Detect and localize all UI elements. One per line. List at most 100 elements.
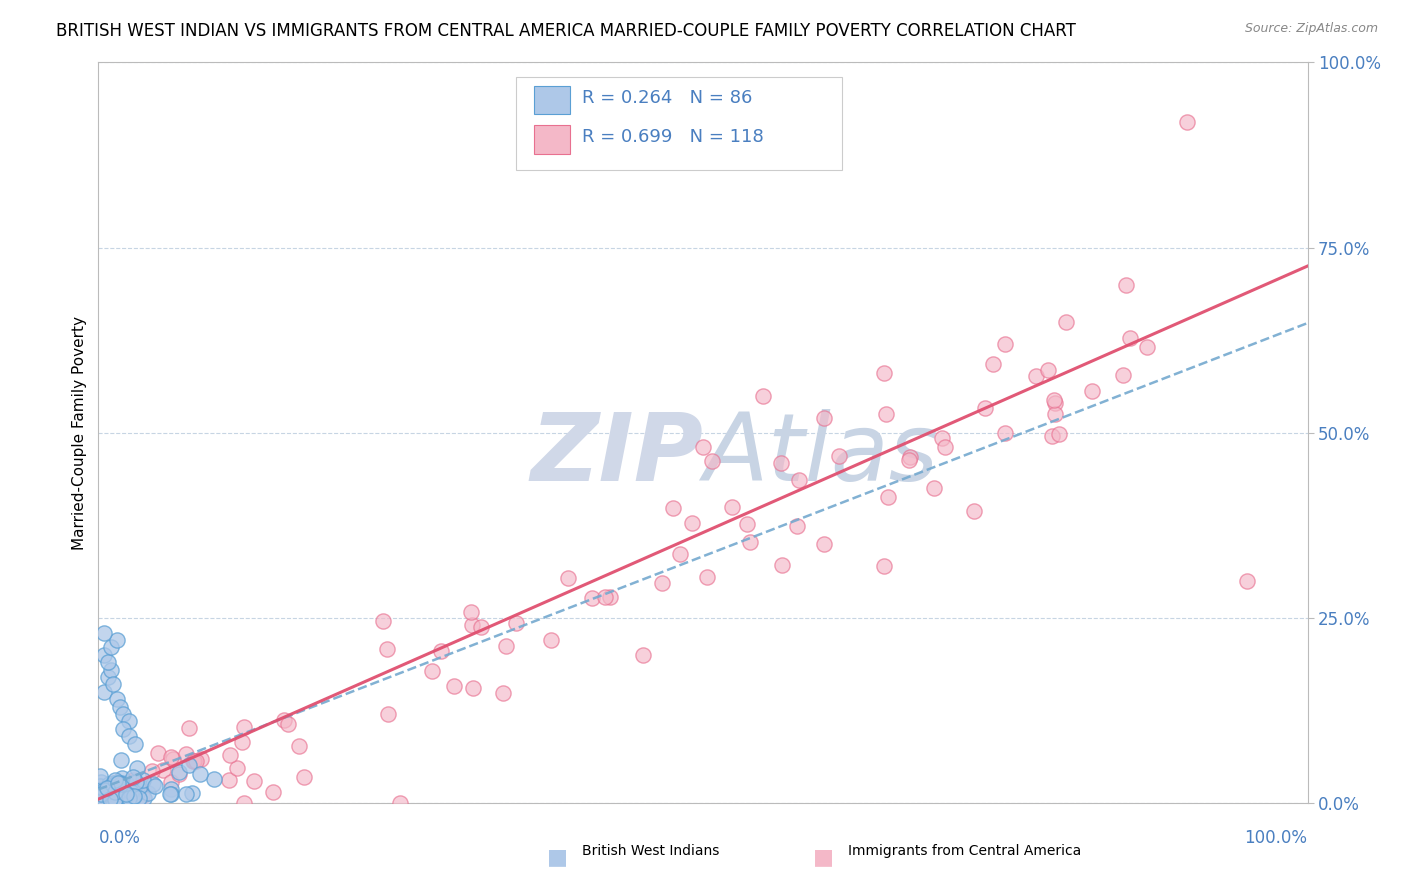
Point: [100, 663, 122, 677]
Point: [375, 642, 398, 657]
Point: [1054, 314, 1077, 328]
Point: [160, 787, 183, 801]
Point: [1136, 340, 1159, 354]
Point: [104, 791, 127, 805]
Point: [131, 773, 153, 788]
Point: [430, 644, 453, 658]
Point: [90, 775, 112, 789]
Point: [110, 777, 132, 791]
Point: [994, 425, 1017, 440]
Point: [87, 786, 110, 800]
Point: [232, 796, 254, 810]
Point: [692, 441, 714, 455]
Point: [105, 788, 128, 802]
Point: [120, 774, 142, 789]
Point: [963, 504, 986, 518]
Point: [994, 336, 1017, 351]
Point: [98, 786, 121, 800]
Point: [167, 767, 190, 781]
Point: [1080, 384, 1102, 399]
Point: [100, 794, 122, 808]
Point: [89, 789, 111, 804]
Point: [162, 752, 184, 766]
Point: [111, 787, 134, 801]
Point: [787, 474, 810, 488]
Point: [225, 761, 247, 775]
Point: [188, 767, 211, 781]
Point: [105, 774, 128, 789]
Point: [277, 716, 299, 731]
FancyBboxPatch shape: [534, 126, 569, 153]
Point: [377, 706, 399, 721]
Point: [107, 776, 129, 790]
Point: [142, 777, 165, 791]
Point: [128, 783, 150, 797]
Point: [696, 569, 718, 583]
Point: [934, 441, 956, 455]
Point: [813, 410, 835, 425]
Point: [813, 536, 835, 550]
Point: [505, 616, 527, 631]
Point: [738, 535, 761, 549]
Point: [1119, 331, 1142, 345]
Point: [108, 789, 131, 804]
Point: [876, 490, 898, 504]
Point: [125, 761, 148, 775]
Point: [136, 786, 159, 800]
Point: [681, 516, 703, 530]
Point: [107, 788, 129, 802]
Point: [873, 558, 896, 573]
Text: 100.0%: 100.0%: [1244, 829, 1308, 847]
Point: [114, 787, 136, 801]
Point: [218, 748, 240, 763]
Point: [111, 722, 134, 736]
Point: [104, 796, 127, 810]
Text: R = 0.264   N = 86: R = 0.264 N = 86: [582, 89, 752, 107]
Point: [93, 783, 115, 797]
Point: [110, 753, 132, 767]
Point: [121, 772, 143, 787]
Point: [89, 796, 111, 810]
Point: [461, 617, 484, 632]
Point: [121, 791, 143, 805]
Point: [827, 449, 849, 463]
Point: [983, 357, 1005, 371]
Point: [737, 516, 759, 531]
Point: [94, 796, 117, 810]
Point: [104, 790, 127, 805]
Point: [581, 591, 603, 606]
Point: [218, 772, 240, 787]
Point: [93, 648, 115, 662]
Point: [873, 367, 896, 381]
Point: [118, 791, 141, 805]
Point: [492, 686, 515, 700]
Point: [1175, 114, 1198, 128]
Point: [90, 796, 112, 810]
Point: [125, 775, 148, 789]
Point: [103, 793, 125, 807]
Point: [108, 790, 131, 805]
Point: [651, 575, 673, 590]
Point: [93, 685, 115, 699]
Point: [202, 772, 225, 786]
Point: [89, 796, 111, 810]
Point: [931, 431, 953, 445]
Point: [1025, 369, 1047, 384]
Text: Source: ZipAtlas.com: Source: ZipAtlas.com: [1244, 22, 1378, 36]
Text: BRITISH WEST INDIAN VS IMMIGRANTS FROM CENTRAL AMERICA MARRIED-COUPLE FAMILY POV: BRITISH WEST INDIAN VS IMMIGRANTS FROM C…: [56, 22, 1076, 40]
Point: [87, 796, 110, 810]
Point: [98, 792, 121, 806]
Point: [540, 632, 562, 647]
Point: [1115, 277, 1137, 292]
Point: [1042, 393, 1064, 408]
Point: [898, 453, 921, 467]
Point: [101, 784, 124, 798]
Point: [90, 791, 112, 805]
Point: [1043, 407, 1066, 421]
Point: [160, 775, 183, 789]
Point: [898, 450, 921, 465]
Point: [443, 679, 465, 693]
Point: [105, 778, 128, 792]
Point: [107, 782, 129, 797]
Point: [127, 786, 149, 800]
